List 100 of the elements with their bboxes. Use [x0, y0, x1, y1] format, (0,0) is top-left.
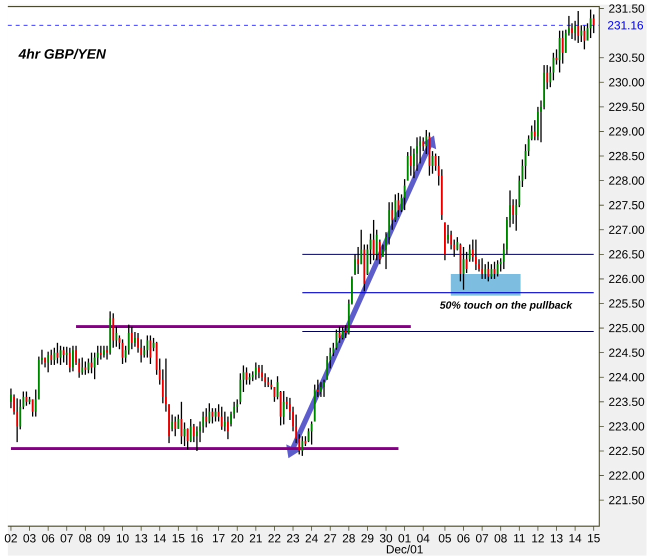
candlestick	[196, 426, 198, 452]
y-tick-label: 228.00	[609, 176, 644, 185]
y-tick-label: 224.00	[609, 373, 644, 382]
x-tick-label: 06	[42, 534, 54, 543]
x-tick-label: 08	[79, 534, 92, 543]
candlestick	[248, 372, 251, 386]
candlestick	[246, 366, 248, 386]
candlestick	[583, 25, 586, 50]
candlestick	[447, 224, 449, 244]
y-tick-label: 229.00	[609, 127, 644, 136]
candlestick	[130, 326, 133, 350]
candlestick	[212, 408, 214, 424]
x-tick-label: 02	[4, 534, 17, 543]
x-tick-label: 13	[550, 534, 563, 543]
candlestick	[556, 48, 558, 66]
x-tick-label: 13	[135, 534, 148, 543]
y-tick-label: 226.50	[609, 250, 644, 259]
candlestick	[47, 351, 50, 374]
x-tick-label: 30	[380, 534, 392, 543]
candlestick	[28, 396, 30, 406]
text: Dec/01	[386, 544, 423, 554]
candlestick	[558, 30, 561, 74]
x-tick-label: 06	[457, 534, 470, 543]
candlestick	[590, 9, 592, 39]
candlestick	[323, 379, 325, 398]
candlestick	[568, 15, 570, 36]
candlestick	[62, 346, 65, 364]
x-tick-label: 16	[191, 534, 203, 543]
candlestick	[490, 264, 492, 280]
x-tick-label: 14	[154, 534, 166, 542]
x-tick-label: 08	[494, 534, 507, 543]
candlestick	[60, 345, 62, 366]
candlestick	[103, 345, 105, 358]
candlestick	[571, 22, 573, 40]
x-tick-label: 09	[98, 534, 110, 543]
x-tick-label: 04	[417, 534, 430, 543]
x-tick-label: 15	[588, 534, 600, 542]
candlestick	[397, 192, 400, 218]
candlestick	[68, 347, 71, 374]
candlestick	[106, 345, 108, 360]
y-tick-label: 226.00	[609, 274, 644, 284]
y-tick-label: 223.00	[609, 422, 644, 431]
candlestick	[180, 401, 182, 445]
y-tick-label: 227.50	[609, 201, 644, 210]
candlestick	[26, 390, 28, 407]
x-tick-label: 17	[212, 534, 225, 542]
candlestick	[214, 408, 216, 422]
candlestick	[134, 331, 136, 348]
y-tick-label: 222.50	[609, 446, 644, 456]
candlestick	[184, 422, 186, 447]
candlestick	[16, 398, 18, 443]
x-tick-label: 03	[23, 534, 36, 543]
x-tick-label: 10	[116, 534, 129, 543]
candlestick	[208, 402, 210, 424]
candlestick	[432, 150, 434, 175]
y-tick-label: 223.50	[609, 398, 644, 406]
candlestick	[171, 414, 174, 432]
candlestick	[258, 364, 260, 380]
candlestick	[56, 342, 58, 364]
candlestick	[496, 260, 499, 278]
x-tick-label: 20	[231, 534, 244, 543]
x-tick-label: 21	[250, 534, 262, 542]
x-tick-label: 07	[60, 534, 73, 543]
x-tick-label: 29	[361, 534, 374, 543]
candlestick	[474, 239, 477, 271]
candlestick	[301, 436, 304, 457]
y-tick-label: 229.50	[609, 102, 644, 112]
y-tick-label: 231.50	[609, 4, 644, 13]
y-tick-label: 221.50	[609, 496, 644, 504]
y-tick-label: 228.50	[609, 152, 644, 160]
annotation: 50% touch on the pullback	[440, 301, 573, 311]
x-tick-label: 14	[569, 534, 582, 542]
x-tick-label: 24	[306, 534, 318, 542]
candlestick	[310, 420, 313, 446]
y-tick-label: 230.00	[609, 78, 644, 87]
x-tick-label: 11	[514, 534, 525, 542]
y-tick-label: 224.50	[609, 348, 644, 357]
candlestick	[152, 337, 154, 352]
candlestick	[320, 382, 322, 398]
x-tick-label: 07	[476, 534, 488, 543]
candlestick	[494, 261, 496, 280]
x-tick-label: 12	[532, 534, 544, 542]
y-tick-label: 230.50	[609, 54, 644, 62]
candlestick	[462, 246, 464, 291]
candlestick	[316, 379, 319, 398]
candlestick	[150, 334, 152, 365]
y-tick-label: 222.00	[609, 472, 644, 480]
x-tick-label: 15	[172, 534, 184, 542]
candlestick	[254, 362, 257, 380]
candlestick	[122, 338, 124, 365]
candlestick	[342, 326, 344, 340]
text: 4hr GBP/YEN	[18, 48, 106, 60]
x-tick-label: 28	[342, 534, 355, 543]
x-tick-label: 22	[268, 534, 280, 542]
candlestick	[53, 347, 56, 366]
candlestick	[146, 334, 148, 358]
candlestick	[338, 326, 340, 344]
candlestick	[72, 345, 74, 372]
candlestick	[372, 219, 375, 262]
y-tick-label: 225.50	[609, 299, 644, 308]
